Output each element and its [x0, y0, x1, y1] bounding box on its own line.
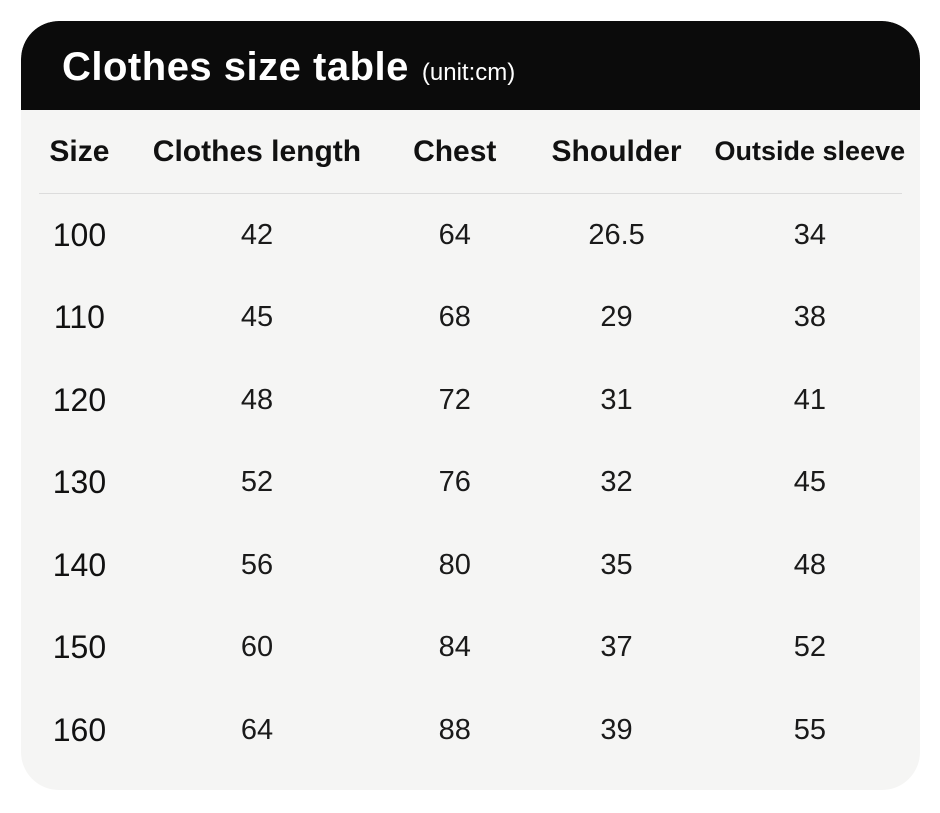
table-body: 100 42 64 26.5 34 110 45 68 29 38 120 48… — [21, 194, 920, 772]
cell-outside-sleeve: 45 — [793, 466, 826, 499]
size-chart-card: Clothes size table (unit:cm) Size Clothe… — [21, 21, 920, 790]
page-title: Clothes size table — [62, 45, 409, 89]
cell-outside-sleeve: 48 — [793, 548, 826, 581]
cell-clothes-length: 52 — [240, 466, 274, 499]
size-table: Size Clothes length Chest Shoulder Outsi… — [21, 110, 920, 772]
cell-shoulder: 29 — [600, 301, 633, 334]
cell-chest: 76 — [438, 466, 471, 499]
cell-outside-sleeve: 38 — [793, 301, 826, 334]
cell-outside-sleeve: 52 — [793, 631, 826, 664]
card-header: Clothes size table (unit:cm) — [21, 21, 920, 110]
cell-shoulder: 31 — [600, 383, 633, 416]
table-row: 150 60 84 37 52 — [21, 607, 920, 690]
cell-size: 150 — [52, 629, 107, 666]
cell-chest: 72 — [438, 383, 471, 416]
cell-size: 100 — [52, 216, 107, 253]
cell-size: 140 — [52, 546, 107, 583]
table-row: 100 42 64 26.5 34 — [21, 194, 920, 277]
table-row: 110 45 68 29 38 — [21, 277, 920, 360]
table-row: 140 56 80 35 48 — [21, 524, 920, 607]
cell-size: 130 — [52, 464, 107, 501]
column-header-clothes-length: Clothes length — [152, 134, 362, 168]
header-divider — [39, 193, 902, 194]
cell-clothes-length: 60 — [240, 631, 274, 664]
cell-chest: 80 — [438, 548, 471, 581]
cell-size: 160 — [52, 711, 107, 748]
cell-shoulder: 37 — [600, 631, 633, 664]
cell-clothes-length: 56 — [240, 548, 274, 581]
cell-clothes-length: 48 — [240, 383, 274, 416]
cell-clothes-length: 45 — [240, 301, 274, 334]
cell-clothes-length: 42 — [240, 218, 274, 251]
cell-chest: 68 — [438, 301, 471, 334]
table-header-row: Size Clothes length Chest Shoulder Outsi… — [21, 110, 920, 193]
cell-chest: 64 — [438, 218, 471, 251]
cell-size: 120 — [52, 381, 107, 418]
table-row: 130 52 76 32 45 — [21, 442, 920, 525]
table-row: 120 48 72 31 41 — [21, 359, 920, 442]
unit-label: (unit:cm) — [421, 59, 516, 86]
cell-outside-sleeve: 41 — [793, 383, 826, 416]
cell-size: 110 — [53, 299, 105, 336]
cell-chest: 84 — [438, 631, 471, 664]
cell-shoulder: 39 — [600, 713, 633, 746]
table-row: 160 64 88 39 55 — [21, 689, 920, 772]
cell-clothes-length: 64 — [240, 713, 274, 746]
cell-outside-sleeve: 55 — [793, 713, 826, 746]
cell-shoulder: 26.5 — [588, 218, 645, 251]
column-header-chest: Chest — [413, 134, 497, 168]
cell-shoulder: 32 — [600, 466, 633, 499]
column-header-size: Size — [49, 134, 110, 168]
cell-outside-sleeve: 34 — [793, 218, 826, 251]
column-header-outside-sleeve: Outside sleeve — [714, 136, 906, 166]
column-header-shoulder: Shoulder — [551, 134, 682, 168]
cell-shoulder: 35 — [600, 548, 633, 581]
cell-chest: 88 — [438, 713, 471, 746]
